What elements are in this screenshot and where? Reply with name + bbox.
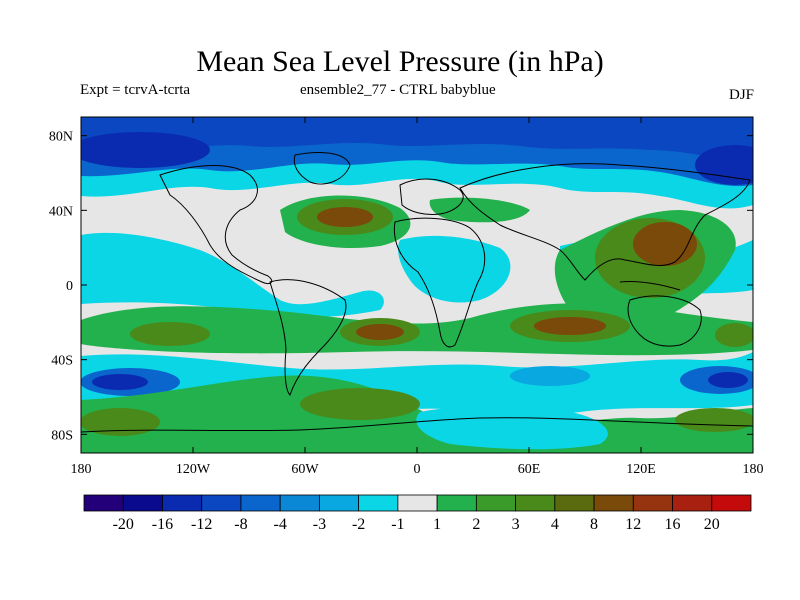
colorbar-swatch xyxy=(358,494,399,512)
contour-navy-south-east xyxy=(708,372,748,388)
colorbar-swatch xyxy=(711,494,752,512)
colorbar-swatch xyxy=(201,494,242,512)
contour-olive-southern-mid xyxy=(300,388,420,420)
colorbar-swatch xyxy=(162,494,203,512)
lon-label: 180 xyxy=(71,462,92,477)
colorbar-label: -20 xyxy=(113,516,134,533)
colorbar-swatch xyxy=(397,494,438,512)
lat-label: 40N xyxy=(49,204,73,219)
colorbar-swatch xyxy=(83,494,124,512)
coastline-africa xyxy=(393,217,486,348)
colorbar-label: 8 xyxy=(590,516,598,533)
contour-olive-south-east xyxy=(715,323,753,347)
colorbar-swatch xyxy=(515,494,556,512)
contour-brown-indian xyxy=(534,317,606,335)
colorbar: -20 -16 -12 -8 -4 -3 -2 -1 1 2 3 4 8 12 16 20 xyxy=(83,494,752,533)
lon-label: 180 xyxy=(743,462,764,477)
colorbar-swatch xyxy=(632,494,673,512)
coastline-indonesia xyxy=(619,281,681,291)
colorbar-label: 12 xyxy=(625,516,641,533)
season-label: DJF xyxy=(728,87,754,103)
experiment-label: Expt = tcrvA-tcrta xyxy=(80,82,191,98)
colorbar-label: -8 xyxy=(234,516,247,533)
lat-label: 0 xyxy=(66,279,73,294)
colorbar-swatch xyxy=(593,494,634,512)
lon-label: 120W xyxy=(176,462,211,477)
colorbar-label: -12 xyxy=(191,516,212,533)
contour-brown-atlantic xyxy=(317,207,373,227)
lon-label: 0 xyxy=(414,462,421,477)
colorbar-swatch xyxy=(475,494,516,512)
coastline-greenland xyxy=(293,151,351,185)
colorbar-label: 16 xyxy=(665,516,681,533)
colorbar-swatch xyxy=(672,494,713,512)
contour-olive-southern-east xyxy=(675,408,753,432)
coastline-antarctica xyxy=(81,417,753,433)
contour-navy-south-west xyxy=(92,374,148,390)
contour-blue-south-atlantic xyxy=(510,366,590,386)
coastline-australia xyxy=(627,295,702,347)
contour-olive-southern-west xyxy=(81,408,160,436)
colorbar-swatch xyxy=(436,494,477,512)
colorbar-label: 1 xyxy=(433,516,441,533)
colorbar-label: 4 xyxy=(551,516,559,533)
colorbar-swatch xyxy=(122,494,163,512)
contour-brown-south-atlantic xyxy=(356,324,404,340)
colorbar-swatch xyxy=(319,494,360,512)
lon-label: 120E xyxy=(626,462,656,477)
longitude-axis: 180 120W 60W 0 60E 120E 180 xyxy=(71,117,764,477)
chart-title: Mean Sea Level Pressure (in hPa) xyxy=(196,45,604,78)
colorbar-label: -3 xyxy=(313,516,326,533)
coastline-asia xyxy=(459,163,751,281)
contour-brown-asia xyxy=(633,222,697,266)
contour-cyan-antarctic xyxy=(416,405,608,450)
lon-label: 60E xyxy=(518,462,541,477)
colorbar-swatch xyxy=(240,494,281,512)
colorbar-label: 3 xyxy=(512,516,520,533)
coastlines xyxy=(81,151,753,433)
lat-label: 80S xyxy=(51,428,73,443)
lat-label: 40S xyxy=(51,354,73,369)
colorbar-swatch xyxy=(279,494,320,512)
lat-label: 80N xyxy=(49,130,73,145)
colorbar-label: -4 xyxy=(274,516,287,533)
contour-deep-low-asia xyxy=(695,145,753,185)
colorbar-label: -16 xyxy=(152,516,173,533)
contour-olive-south-pacific xyxy=(130,322,210,346)
coastline-north-america xyxy=(159,165,273,285)
pressure-field xyxy=(81,117,753,453)
colorbar-label: -2 xyxy=(352,516,365,533)
contour-cyan-tropics-west xyxy=(81,232,384,318)
colorbar-label: 20 xyxy=(704,516,720,533)
ensemble-label: ensemble2_77 - CTRL babyblue xyxy=(300,82,496,98)
colorbar-swatch xyxy=(554,494,595,512)
lon-label: 60W xyxy=(291,462,319,477)
colorbar-label: -1 xyxy=(391,516,404,533)
latitude-axis: 80N 40N 0 40S 80S xyxy=(49,130,753,443)
colorbar-label: 2 xyxy=(472,516,480,533)
contour-navy-north xyxy=(81,117,753,161)
coastline-europe xyxy=(399,178,464,215)
coastline-south-america xyxy=(269,279,347,396)
contour-deep-low-pacific xyxy=(81,132,210,168)
